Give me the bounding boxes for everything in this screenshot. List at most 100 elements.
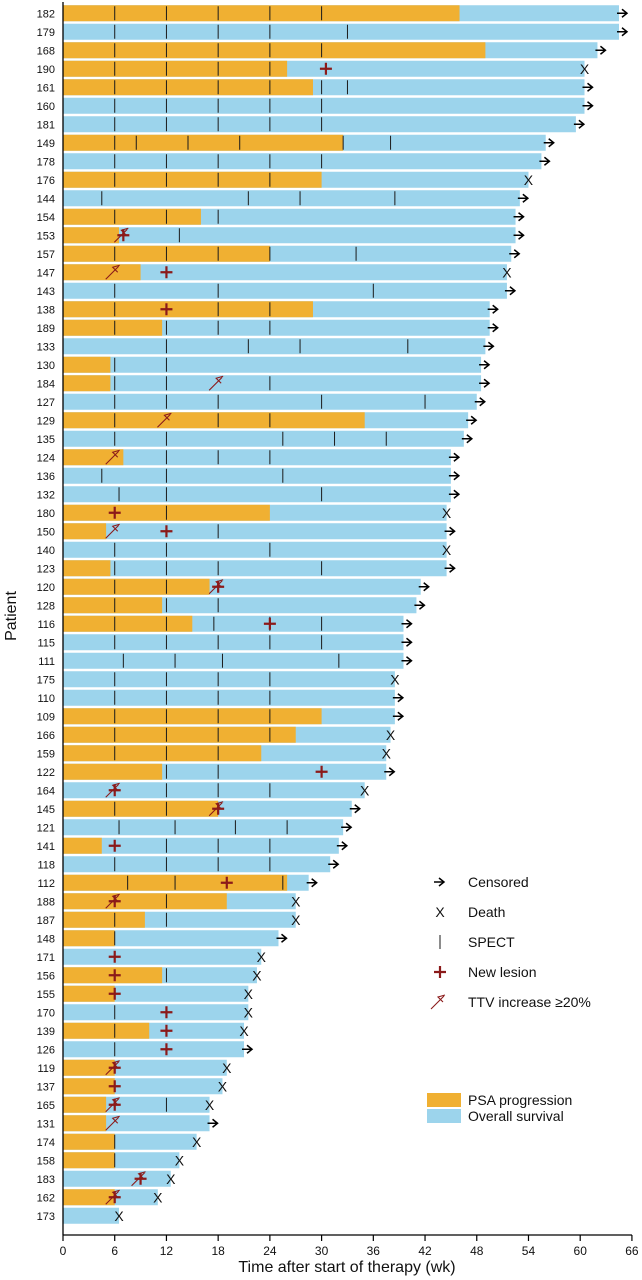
psa-bar-148 (63, 930, 115, 947)
censored-arrowhead (518, 230, 525, 240)
x-tick-label: 60 (574, 1244, 588, 1258)
os-bar-144 (63, 190, 520, 207)
new-lesion-marker (108, 1098, 121, 1111)
patient-id-label: 137 (37, 1081, 55, 1093)
ttv-arrowhead (111, 1097, 120, 1106)
censored-arrowhead (397, 711, 405, 721)
psa-bar-162 (63, 1189, 115, 1206)
new-lesion-marker (160, 1006, 173, 1019)
ttv-arrowhead (111, 1115, 120, 1124)
ttv-arrowhead (111, 264, 120, 273)
death-marker: X (382, 745, 392, 761)
censored-arrowhead (246, 1044, 254, 1054)
censored-arrowhead (483, 378, 491, 388)
death-marker: X (153, 1189, 163, 1205)
patient-id-label: 148 (37, 933, 55, 945)
patient-id-label: 173 (37, 1211, 55, 1223)
death-marker: X (244, 986, 254, 1002)
psa-bar-165 (63, 1096, 107, 1113)
psa-bar-131 (63, 1115, 107, 1132)
censored-arrowhead (483, 360, 491, 370)
death-marker: X (442, 542, 452, 558)
patient-id-label: 116 (37, 619, 55, 631)
psa-bar-154 (63, 208, 201, 225)
patient-id-label: 131 (37, 1118, 55, 1130)
psa-bar-138 (63, 301, 313, 318)
death-marker: X (291, 893, 301, 909)
new-lesion-marker (108, 1080, 121, 1093)
ttv-arrow-marker (105, 450, 120, 465)
psa-bar-149 (63, 134, 344, 151)
psa-bar-123 (63, 560, 111, 577)
patient-id-label: 135 (37, 434, 55, 446)
ttv-arrow-marker (157, 413, 171, 428)
ttv-arrowhead (215, 579, 224, 588)
patient-id-label: 171 (37, 952, 55, 964)
patient-id-label: 168 (37, 45, 55, 57)
os-bar-181 (63, 116, 576, 133)
patient-id-label: 154 (37, 212, 55, 224)
death-marker: X (502, 264, 512, 280)
x-tick-label: 24 (263, 1244, 277, 1258)
os-bar-147 (63, 264, 507, 281)
censored-arrowhead (397, 693, 405, 703)
patient-id-label: 130 (37, 360, 55, 372)
psa-bar-150 (63, 523, 107, 540)
patient-id-label: 119 (37, 1063, 55, 1075)
os-bar-179 (63, 23, 619, 40)
censored-arrowhead (418, 600, 426, 610)
patient-id-label: 187 (37, 915, 55, 927)
censored-arrowhead (406, 619, 413, 629)
x-tick-label: 18 (211, 1244, 225, 1258)
os-bar-171 (63, 948, 262, 965)
os-bar-136 (63, 467, 451, 484)
os-bar-153 (63, 227, 516, 244)
new-lesion-marker (108, 987, 121, 1000)
censored-arrowhead (388, 767, 396, 777)
x-tick-label: 54 (522, 1244, 536, 1258)
death-marker: X (291, 912, 301, 928)
psa-bar-122 (63, 763, 163, 780)
death-marker: X (222, 1060, 232, 1076)
os-bar-130 (63, 356, 482, 373)
patient-id-label: 126 (37, 1044, 55, 1056)
psa-bar-190 (63, 60, 288, 77)
ttv-arrowhead (111, 449, 120, 458)
ttv-arrow-marker (430, 995, 445, 1010)
patient-id-label: 174 (37, 1137, 55, 1149)
censored-arrowhead (311, 878, 318, 888)
patient-id-label: 189 (37, 323, 55, 335)
patient-id-label: 141 (37, 841, 55, 853)
os-bar-160 (63, 97, 585, 114)
psa-bar-158 (63, 1152, 115, 1169)
censored-arrowhead (406, 637, 413, 647)
new-lesion-marker (160, 1043, 173, 1056)
patient-id-label: 144 (37, 193, 55, 205)
psa-bar-153 (63, 227, 120, 244)
patient-id-label: 181 (37, 119, 55, 131)
psa-bar-141 (63, 837, 102, 854)
os-bar-111 (63, 652, 404, 669)
psa-bar-166 (63, 726, 296, 743)
censored-arrowhead (587, 82, 594, 92)
new-lesion-marker (108, 506, 121, 519)
censored-arrowhead (518, 212, 525, 222)
patient-id-label: 156 (37, 970, 55, 982)
patient-id-label: 133 (37, 341, 55, 353)
psa-bar-159 (63, 745, 262, 762)
censored-arrowhead (345, 822, 353, 832)
censored-arrowhead (487, 341, 495, 351)
psa-bar-161 (63, 79, 313, 96)
censored-arrowhead (449, 563, 456, 573)
death-marker: X (175, 1152, 185, 1168)
censored-arrowhead (354, 804, 361, 814)
patient-id-label: 153 (37, 230, 55, 242)
os-bar-170 (63, 1004, 249, 1021)
patient-id-label: 178 (37, 156, 55, 168)
patient-id-label: 155 (37, 989, 55, 1001)
os-bar-121 (63, 819, 344, 836)
censored-arrowhead (543, 156, 551, 166)
psa-bar-109 (63, 708, 322, 725)
x-axis-ticks: 0 6 12 18 24 30 36 42 48 54 60 66 (60, 1235, 639, 1258)
